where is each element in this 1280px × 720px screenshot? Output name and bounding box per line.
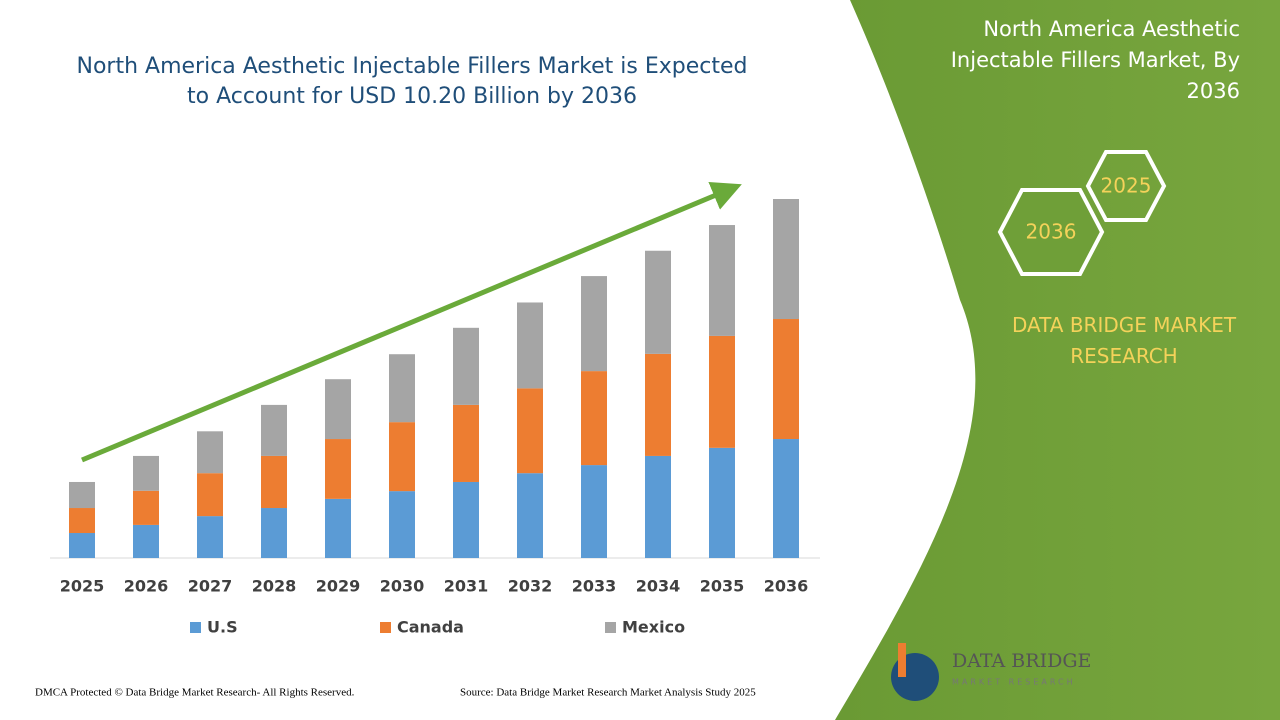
brand-line: DATA BRIDGE MARKET: [1012, 313, 1237, 337]
bar-segment: [325, 498, 351, 558]
logo-sub: MARKET RESEARCH: [952, 678, 1076, 687]
bar-segment: [517, 302, 543, 389]
x-tick-label: 2031: [444, 577, 489, 596]
bar-segment: [581, 465, 607, 558]
bar-segment: [197, 431, 223, 474]
title-line: to Account for USD 10.20 Billion by 2036: [187, 84, 637, 109]
panel-title: North America Aesthetic Injectable Filler…: [951, 17, 1240, 103]
bar-segment: [453, 327, 479, 405]
bar-segment: [517, 388, 543, 474]
bar-segment: [709, 225, 735, 336]
hexagon: [1085, 150, 1167, 222]
legend-label: Canada: [397, 618, 464, 637]
bar-segment: [197, 516, 223, 558]
panel-title-line: North America Aesthetic: [983, 17, 1240, 41]
bar-segment: [645, 250, 671, 354]
bar-segment: [709, 447, 735, 558]
bar-segment: [69, 508, 95, 534]
bar-segment: [325, 439, 351, 499]
hex-label: 2036: [1026, 220, 1077, 244]
bar-segment: [581, 371, 607, 466]
bar-segment: [773, 319, 799, 440]
logo-text: DATA BRIDGE: [952, 650, 1091, 672]
x-tick-label: 2033: [572, 577, 617, 596]
legend-swatch: [380, 622, 391, 633]
bar-segment: [709, 335, 735, 448]
side-panel: [835, 0, 1280, 720]
hex-label: 2025: [1101, 174, 1152, 198]
x-tick-label: 2027: [188, 577, 233, 596]
x-tick-label: 2025: [60, 577, 105, 596]
bar-segment: [389, 354, 415, 423]
brand-line: RESEARCH: [1070, 344, 1177, 368]
bar-segment: [645, 353, 671, 456]
bar-segment: [325, 379, 351, 440]
footer-right: Source: Data Bridge Market Research Mark…: [460, 687, 756, 699]
bar-segment: [773, 439, 799, 558]
panel-group: North America Aesthetic Injectable Filler…: [891, 17, 1240, 701]
legend-swatch: [605, 622, 616, 633]
bar-segment: [453, 404, 479, 482]
trend-arrow: [81, 181, 742, 463]
x-tick-label: 2036: [764, 577, 809, 596]
x-tick-label: 2034: [636, 577, 681, 596]
legend-label: Mexico: [622, 618, 685, 637]
title-line: North America Aesthetic Injectable Fille…: [77, 54, 748, 79]
hexagon: [997, 188, 1105, 276]
x-tick-label: 2029: [316, 577, 361, 596]
x-tick-label: 2030: [380, 577, 425, 596]
bar-segment: [261, 404, 287, 456]
x-tick-label: 2028: [252, 577, 297, 596]
bar-segment: [69, 481, 95, 509]
panel-title-line: 2036: [1187, 79, 1240, 103]
bar-segment: [197, 473, 223, 517]
bar-segment: [517, 473, 543, 558]
brand: DATA BRIDGE MARKET RESEARCH: [1012, 313, 1237, 368]
legend-label: U.S: [207, 618, 238, 637]
logo-icon: [898, 643, 906, 677]
x-tick-label: 2035: [700, 577, 745, 596]
x-tick-label: 2032: [508, 577, 553, 596]
panel-title-line: Injectable Fillers Market, By: [951, 48, 1240, 72]
bar-segment: [773, 199, 799, 320]
bar-segment: [133, 524, 159, 558]
bar-segment: [389, 491, 415, 558]
bar-segment: [389, 422, 415, 492]
bar-segment: [581, 276, 607, 372]
legend-swatch: [190, 622, 201, 633]
bar-segment: [133, 490, 159, 525]
bar-segment: [453, 481, 479, 558]
bar-segment: [261, 455, 287, 509]
bar-segment: [69, 533, 95, 558]
footer-left: DMCA Protected © Data Bridge Market Rese…: [35, 687, 355, 699]
chart-title: North America Aesthetic Injectable Fille…: [77, 54, 748, 109]
x-tick-label: 2026: [124, 577, 169, 596]
bar-segment: [133, 455, 159, 491]
bar-segment: [645, 455, 671, 558]
bar-segment: [261, 508, 287, 558]
